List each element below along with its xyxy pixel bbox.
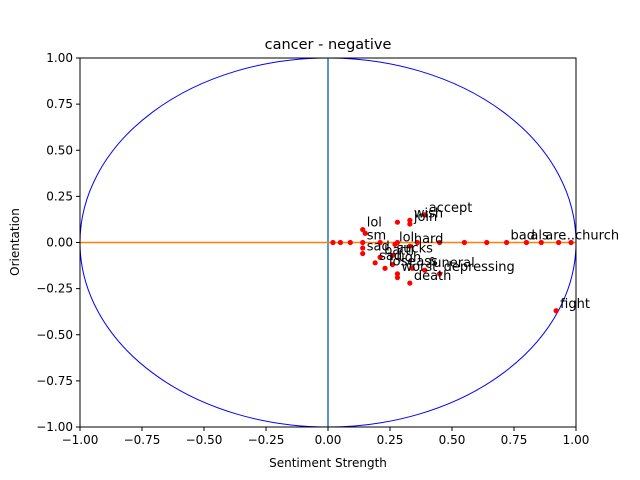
data-point [538, 239, 544, 246]
point-label: battl [384, 243, 414, 258]
data-point [422, 267, 428, 273]
point-label: worst [401, 260, 437, 275]
data-point [389, 252, 396, 259]
data-point [347, 239, 353, 246]
data-point [360, 226, 366, 233]
data-point [394, 271, 401, 277]
point-label: lol [399, 230, 414, 245]
point-label: sad [367, 240, 390, 255]
point-label: fight [560, 297, 590, 312]
data-point [360, 245, 366, 251]
x-tick-label: 0.75 [501, 433, 528, 447]
point-label: ugh [396, 251, 421, 266]
y-axis-label: Orientation [8, 208, 22, 276]
chart-title: cancer - negative [265, 37, 392, 53]
data-point [362, 230, 368, 236]
y-tick-label: −0.50 [36, 328, 73, 342]
data-point [407, 221, 413, 227]
y-tick-label: 0.50 [46, 143, 73, 157]
data-point [409, 265, 415, 271]
x-tick-label: 0.00 [315, 433, 342, 447]
point-label: church [575, 229, 619, 244]
data-point [553, 308, 559, 314]
data-point [568, 239, 574, 246]
x-tick-label: −1.00 [62, 433, 99, 447]
data-point [377, 254, 383, 260]
point-label: ... [563, 229, 575, 244]
data-point [484, 239, 490, 246]
data-point [360, 239, 366, 246]
data-point [360, 250, 366, 257]
data-point [437, 239, 443, 246]
point-label: sad [379, 249, 402, 264]
x-tick-label: −0.25 [248, 433, 285, 447]
data-point [422, 212, 428, 218]
point-label: accept [429, 201, 473, 216]
reference-lines [80, 58, 576, 427]
point-label: lose [389, 254, 415, 269]
data-point [394, 219, 401, 225]
point-label: sm [367, 229, 386, 244]
point-label: ass [416, 254, 438, 269]
y-tick-label: −0.25 [36, 282, 73, 296]
data-point [394, 274, 401, 281]
data-point [414, 239, 420, 246]
data-point [461, 239, 467, 246]
point-label: bad [511, 229, 535, 244]
y-tick-label: −1.00 [36, 420, 73, 434]
x-tick-label: 0.50 [439, 433, 466, 447]
point-label: lol [367, 216, 382, 231]
x-tick-label: −0.75 [124, 433, 161, 447]
data-point [392, 241, 398, 247]
data-point [337, 239, 343, 246]
x-axis-ticks: −1.00 −0.75 −0.50 −0.25 0.00 0.25 0.50 0.75 1.00 [62, 427, 590, 447]
point-label: wish [414, 206, 443, 221]
data-point [556, 239, 562, 246]
point-label: join [413, 210, 437, 225]
data-point [437, 271, 443, 277]
point-label: depressing [444, 260, 515, 275]
data-point [330, 239, 336, 246]
data-point [503, 239, 510, 246]
data-point [407, 243, 413, 249]
data-point [523, 239, 530, 246]
data-point [407, 217, 413, 223]
y-tick-label: −0.75 [36, 374, 73, 388]
x-tick-label: 0.25 [377, 433, 404, 447]
x-tick-label: −0.50 [186, 433, 223, 447]
x-axis-label: Sentiment Strength [269, 456, 387, 470]
y-tick-label: 0.25 [46, 189, 73, 203]
point-label: sucks [396, 241, 433, 256]
point-label: are [545, 229, 566, 244]
data-points [330, 212, 574, 314]
point-label: funeral [429, 256, 475, 271]
data-point [407, 280, 413, 286]
y-tick-label: 0.75 [46, 97, 73, 111]
y-tick-label: 0.00 [46, 236, 73, 250]
x-tick-label: 1.00 [563, 433, 590, 447]
data-point [372, 260, 378, 266]
y-axis-ticks: −1.00 −0.75 −0.50 −0.25 0.00 0.25 0.50 0.75 1.00 [36, 51, 80, 434]
data-point [382, 265, 388, 271]
point-label: death [414, 269, 452, 284]
data-point [389, 262, 396, 268]
data-point [377, 239, 383, 246]
point-label: hard [414, 232, 444, 247]
point-label: als [530, 229, 549, 244]
y-tick-label: 1.00 [46, 51, 73, 65]
